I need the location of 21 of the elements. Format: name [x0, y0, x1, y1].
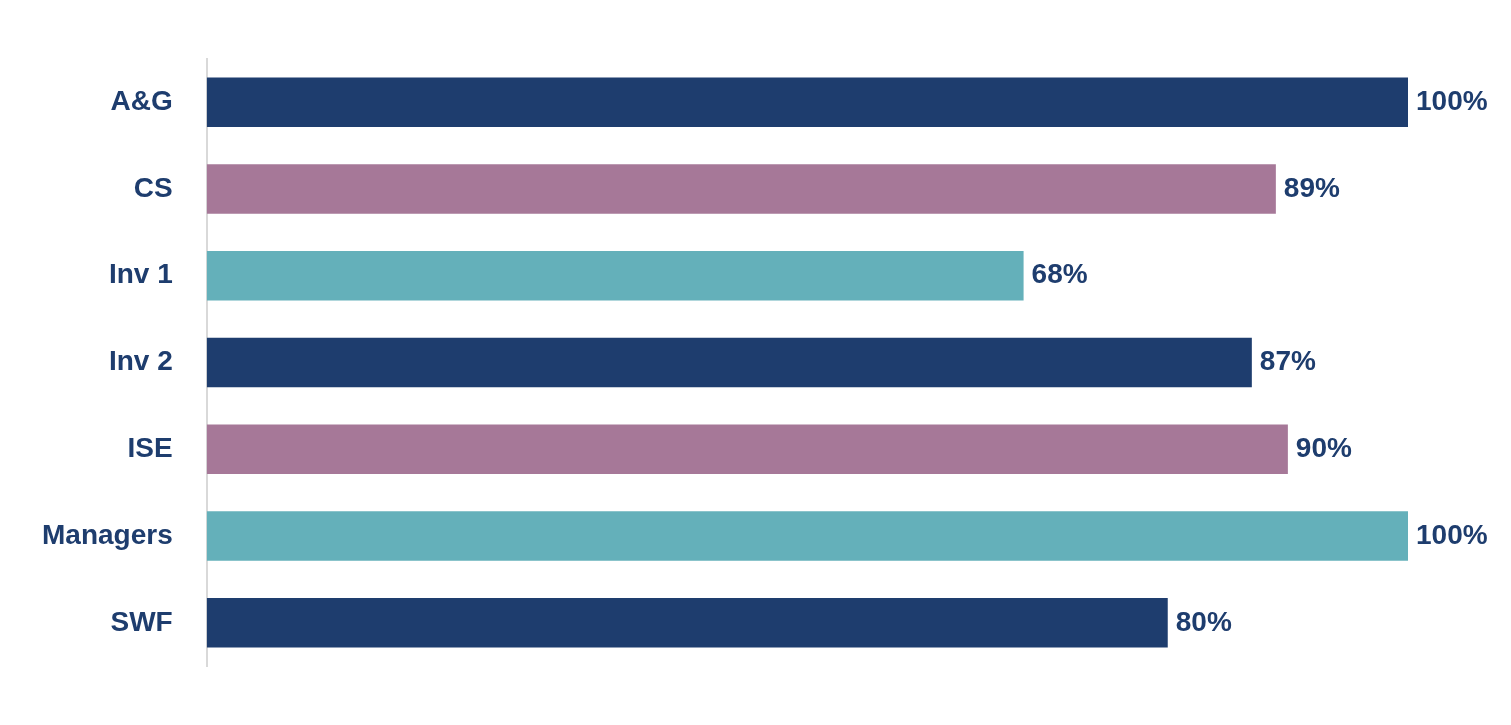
- data-label: 80%: [1175, 605, 1232, 637]
- data-label: 87%: [1259, 345, 1316, 377]
- y-tick-label: Inv 1: [108, 258, 173, 290]
- bar: [206, 511, 1408, 561]
- bar: [206, 598, 1168, 648]
- y-tick-label: ISE: [127, 431, 173, 463]
- data-label: 90%: [1295, 431, 1353, 463]
- bar: [206, 251, 1024, 301]
- y-tick-label: A&G: [110, 84, 173, 116]
- bar: [206, 424, 1288, 474]
- y-tick-label: Managers: [42, 518, 173, 550]
- data-label: 100%: [1416, 84, 1488, 116]
- y-tick-label: CS: [133, 171, 173, 203]
- y-tick-label: Inv 2: [108, 345, 173, 377]
- bar: [206, 337, 1252, 388]
- data-label: 100%: [1416, 518, 1488, 550]
- bar: [206, 164, 1276, 214]
- data-label: 68%: [1031, 258, 1088, 290]
- data-label: 89%: [1283, 171, 1340, 203]
- y-tick-label: SWF: [110, 605, 173, 637]
- bar: [206, 77, 1408, 127]
